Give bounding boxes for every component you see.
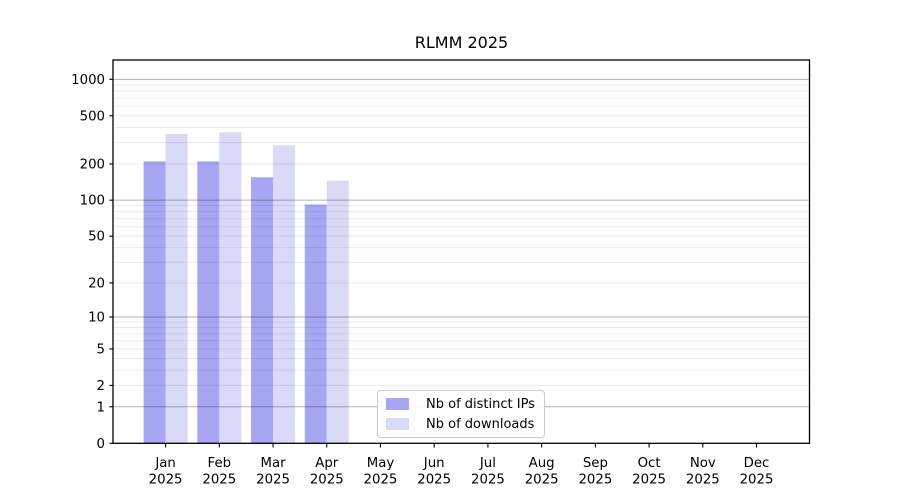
plot-border bbox=[112, 59, 811, 444]
plot-frame bbox=[112, 59, 811, 444]
bar-nb-of-downloads-feb bbox=[219, 132, 242, 444]
x-tick-year-dec: 2025 bbox=[740, 473, 774, 488]
y-tick-label-20: 20 bbox=[88, 276, 105, 291]
x-tick-label-oct: Oct bbox=[638, 456, 661, 471]
gridlines-layer bbox=[113, 78, 809, 408]
x-tick-label-apr: Apr bbox=[315, 456, 339, 471]
x-tick-label-jun: Jun bbox=[423, 456, 445, 471]
bar-nb-of-downloads-apr bbox=[326, 180, 349, 444]
y-tick-label-10: 10 bbox=[88, 310, 105, 325]
x-tick-year-jan: 2025 bbox=[149, 473, 183, 488]
legend-swatch-downloads bbox=[386, 418, 409, 430]
legend: Nb of distinct IPs Nb of downloads bbox=[377, 390, 545, 438]
y-tick-label-5: 5 bbox=[97, 342, 105, 357]
bar-nb-of-downloads-mar bbox=[273, 145, 296, 444]
x-tick-year-aug: 2025 bbox=[525, 473, 559, 488]
x-axis: Jan 2025 Feb 2025 Mar 2025 Apr 2025 May 2025 Jun 20… bbox=[149, 443, 774, 488]
x-tick-label-nov: Nov bbox=[690, 456, 716, 471]
x-tick-year-mar: 2025 bbox=[256, 473, 290, 488]
x-tick-label-mar: Mar bbox=[260, 456, 286, 471]
x-tick-label-feb: Feb bbox=[208, 456, 232, 471]
y-tick-label-1: 1 bbox=[97, 400, 105, 415]
x-tick-year-nov: 2025 bbox=[686, 473, 720, 488]
x-tick-year-apr: 2025 bbox=[310, 473, 344, 488]
x-tick-label-aug: Aug bbox=[529, 456, 555, 471]
y-tick-label-200: 200 bbox=[80, 157, 105, 172]
x-tick-label-jul: Jul bbox=[479, 456, 496, 471]
legend-item-distinct-ips: Nb of distinct IPs bbox=[386, 396, 544, 412]
bar-nb-of-downloads-jan bbox=[165, 133, 188, 444]
x-tick-year-jun: 2025 bbox=[417, 473, 451, 488]
x-tick-year-may: 2025 bbox=[364, 473, 398, 488]
y-tick-label-0: 0 bbox=[97, 437, 105, 452]
bars-layer bbox=[143, 132, 349, 444]
x-tick-year-sep: 2025 bbox=[578, 473, 612, 488]
legend-swatch-distinct-ips bbox=[386, 398, 409, 410]
y-tick-label-2: 2 bbox=[97, 379, 105, 394]
x-tick-label-may: May bbox=[367, 456, 395, 471]
x-tick-label-dec: Dec bbox=[744, 456, 770, 471]
x-tick-year-oct: 2025 bbox=[632, 473, 666, 488]
legend-label-downloads: Nb of downloads bbox=[426, 416, 535, 432]
bar-nb-of-distinct-ips-feb bbox=[197, 161, 220, 444]
bar-nb-of-distinct-ips-jan bbox=[143, 161, 166, 444]
y-tick-label-500: 500 bbox=[80, 109, 105, 124]
chart-title: RLMM 2025 bbox=[414, 33, 509, 52]
y-tick-label-100: 100 bbox=[80, 194, 105, 209]
y-tick-label-1000: 1000 bbox=[71, 73, 105, 88]
x-tick-year-feb: 2025 bbox=[202, 473, 236, 488]
x-tick-year-jul: 2025 bbox=[471, 473, 505, 488]
bar-nb-of-distinct-ips-apr bbox=[304, 204, 327, 444]
x-tick-label-sep: Sep bbox=[583, 456, 608, 471]
x-tick-label-jan: Jan bbox=[154, 456, 176, 471]
y-tick-label-50: 50 bbox=[88, 230, 105, 245]
legend-label-distinct-ips: Nb of distinct IPs bbox=[426, 396, 535, 412]
bar-nb-of-distinct-ips-mar bbox=[251, 177, 274, 444]
legend-item-downloads: Nb of downloads bbox=[386, 416, 544, 432]
y-axis: 0 1 2 5 10 20 50 100 200 500 1000 bbox=[71, 73, 113, 452]
